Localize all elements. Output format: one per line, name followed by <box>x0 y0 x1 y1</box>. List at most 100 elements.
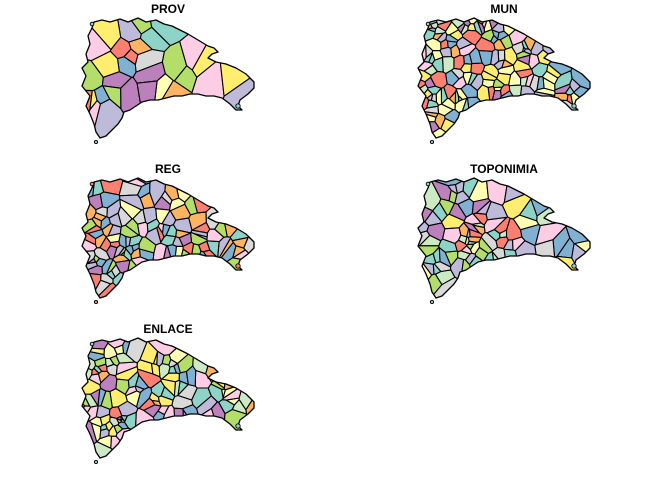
map-region <box>571 242 590 298</box>
map-region <box>101 258 114 275</box>
map-region <box>169 197 186 212</box>
country-outline <box>81 177 255 299</box>
map-region <box>100 390 113 410</box>
map-region <box>175 248 195 298</box>
map-region <box>99 236 111 253</box>
map-region <box>238 362 254 411</box>
map-region <box>182 409 200 458</box>
map-title-toponimia: TOPONIMIA <box>470 162 538 176</box>
map-region <box>138 397 156 411</box>
map-region <box>426 99 440 109</box>
map-region <box>535 99 590 138</box>
map-region <box>468 255 490 298</box>
map-title-prov: PROV <box>151 2 185 16</box>
map-region <box>126 259 168 298</box>
map-region <box>191 178 242 214</box>
map-region <box>570 92 590 132</box>
map-panel-mun: MUN <box>417 2 591 145</box>
map-region <box>438 198 455 216</box>
map-region <box>161 372 180 383</box>
country-outline <box>417 177 591 299</box>
islet <box>235 423 241 429</box>
map-region <box>541 70 559 85</box>
islet <box>571 263 577 269</box>
map-panel-reg: REG <box>81 162 255 305</box>
map-region <box>430 70 448 89</box>
country-outline <box>81 337 255 459</box>
map-region <box>116 415 122 421</box>
map-region <box>527 91 556 138</box>
map-region <box>93 212 107 222</box>
map-region <box>93 84 111 105</box>
map-region <box>109 416 120 427</box>
map-region <box>110 435 140 458</box>
map-region <box>457 198 474 218</box>
country-outline <box>81 17 255 139</box>
map-region <box>152 410 165 434</box>
map-region <box>514 240 540 298</box>
map-regions-reg <box>82 178 254 298</box>
map-region <box>530 255 590 298</box>
islet <box>89 181 95 187</box>
map-region <box>117 400 139 417</box>
islet <box>235 103 241 109</box>
map-panel-toponimia: TOPONIMIA <box>417 162 591 305</box>
islet <box>429 139 435 145</box>
map-region <box>191 243 202 273</box>
map-region <box>128 37 153 56</box>
map-region <box>169 203 192 221</box>
map-region <box>229 204 254 242</box>
map-region <box>115 427 154 458</box>
map-region <box>222 178 254 238</box>
map-region <box>125 236 132 248</box>
map-region <box>161 354 172 366</box>
map-region <box>112 271 153 298</box>
map-regions-mun <box>418 18 590 138</box>
map-region <box>93 364 103 374</box>
map-region <box>117 205 133 227</box>
map-region <box>475 200 492 215</box>
map-region <box>455 88 468 101</box>
map-region <box>185 365 197 387</box>
map-region <box>470 73 484 91</box>
country-outline <box>417 17 591 139</box>
map-region <box>157 395 174 407</box>
map-region <box>438 247 452 268</box>
map-regions-toponimia <box>418 178 590 298</box>
map-region <box>486 229 501 242</box>
map-region <box>520 75 529 87</box>
islet <box>93 299 99 305</box>
map-region <box>466 96 498 138</box>
map-region <box>119 194 145 211</box>
map-regions-enlace <box>82 338 254 458</box>
map-title-mun: MUN <box>490 2 517 16</box>
map-region <box>469 241 480 255</box>
map-region <box>173 379 181 398</box>
map-region <box>519 198 538 222</box>
map-region <box>221 408 254 458</box>
map-region <box>477 20 486 35</box>
map-region <box>418 38 427 64</box>
islet <box>429 299 435 305</box>
map-region <box>432 201 448 223</box>
map-region <box>530 178 590 217</box>
map-title-reg: REG <box>155 162 181 176</box>
map-panel-enlace: ENLACE <box>81 322 255 465</box>
map-region <box>223 342 254 391</box>
islet <box>571 103 577 109</box>
islet <box>89 21 95 27</box>
map-region <box>516 54 531 66</box>
map-region <box>474 36 496 52</box>
map-region <box>501 59 514 69</box>
map-title-enlace: ENLACE <box>143 322 192 336</box>
map-region <box>116 56 137 78</box>
islet <box>93 459 99 465</box>
map-region <box>243 225 254 263</box>
map-region <box>496 72 512 86</box>
map-region <box>458 43 477 57</box>
map-region <box>418 18 438 25</box>
map-region <box>92 178 105 197</box>
islet <box>235 263 241 269</box>
islet <box>425 21 431 27</box>
